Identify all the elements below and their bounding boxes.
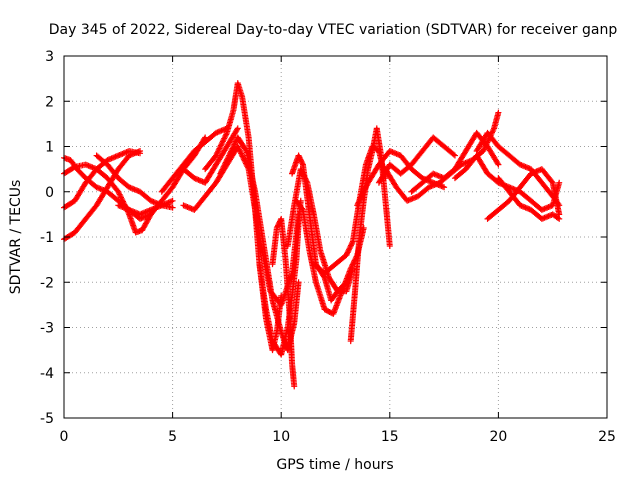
- data-point: [224, 155, 231, 162]
- data-point: [229, 145, 236, 152]
- data-point: [242, 146, 249, 153]
- data-point: [291, 383, 298, 390]
- x-tick-labels: 0 5 10 15 20 25: [60, 429, 616, 445]
- data-point: [299, 160, 306, 167]
- data-point: [451, 152, 458, 159]
- data-point: [217, 170, 224, 177]
- series-track-11: [217, 134, 302, 354]
- data-point: [348, 264, 355, 271]
- y-tick-label: -4: [40, 366, 54, 382]
- data-point: [228, 148, 235, 155]
- y-tick-label: 1: [45, 140, 54, 156]
- data-point: [228, 146, 235, 153]
- y-tick-label: -1: [40, 230, 54, 246]
- data-point: [220, 165, 227, 172]
- data-point: [346, 245, 353, 252]
- data-point: [169, 204, 176, 211]
- data-point: [220, 163, 227, 170]
- data-point: [343, 252, 350, 259]
- data-point: [222, 160, 229, 167]
- x-tick-label: 0: [60, 429, 69, 445]
- data-point: [344, 250, 351, 257]
- y-tick-labels: -5 -4 -3 -2 -1 0 1 2 3: [40, 49, 54, 427]
- data-point: [226, 151, 233, 158]
- data-series: [61, 80, 563, 390]
- data-point: [554, 214, 561, 221]
- series-track-16: [293, 197, 367, 317]
- data-point: [347, 242, 354, 249]
- data-point: [233, 126, 240, 133]
- data-point: [218, 169, 225, 176]
- data-point: [298, 205, 305, 212]
- data-point: [227, 149, 234, 156]
- data-point: [450, 151, 457, 158]
- plot-frame: [63, 55, 608, 419]
- data-point: [348, 241, 355, 248]
- data-point: [345, 248, 352, 255]
- data-point: [386, 243, 393, 250]
- data-point: [222, 159, 229, 166]
- data-point: [548, 178, 555, 185]
- x-axis-label: GPS time / hours: [276, 457, 393, 473]
- data-point: [278, 292, 285, 299]
- data-point: [234, 125, 241, 132]
- data-point: [495, 161, 502, 168]
- data-point: [441, 184, 448, 191]
- chart-title: Day 345 of 2022, Sidereal Day-to-day VTE…: [49, 22, 618, 38]
- series-track-13: [269, 215, 298, 390]
- y-tick-label: -2: [40, 275, 54, 291]
- data-point: [495, 109, 502, 116]
- data-point: [344, 249, 351, 256]
- data-point: [231, 141, 238, 148]
- series-track-25: [484, 166, 563, 222]
- data-point: [349, 262, 356, 269]
- x-tick-label: 25: [598, 429, 616, 445]
- series-track-15: [289, 152, 350, 304]
- data-point: [230, 144, 237, 151]
- data-point: [232, 140, 239, 147]
- y-tick-label: -5: [40, 411, 54, 427]
- y-tick-label: 3: [45, 49, 54, 65]
- axis-ticks: [63, 55, 608, 419]
- data-point: [347, 265, 354, 272]
- series-track-10: [202, 80, 285, 354]
- data-point: [223, 158, 230, 165]
- series-track-26: [495, 175, 563, 222]
- data-point: [169, 197, 176, 204]
- data-point: [347, 243, 354, 250]
- y-tick-label: 0: [45, 185, 54, 201]
- data-point: [349, 239, 356, 246]
- data-point: [556, 215, 563, 222]
- y-tick-label: -3: [40, 321, 54, 337]
- data-point: [221, 162, 228, 169]
- data-point: [226, 152, 233, 159]
- series-track-8: [180, 125, 241, 186]
- data-point: [218, 167, 225, 174]
- x-tick-label: 20: [489, 429, 507, 445]
- data-point: [224, 156, 231, 163]
- x-tick-label: 10: [272, 429, 290, 445]
- data-point: [137, 150, 144, 157]
- x-tick-label: 5: [168, 429, 177, 445]
- data-point: [345, 246, 352, 253]
- y-tick-label: 2: [45, 94, 54, 110]
- data-point: [556, 179, 563, 186]
- series-track-5: [93, 152, 176, 211]
- x-tick-label: 15: [381, 429, 399, 445]
- data-point: [219, 166, 226, 173]
- data-point: [494, 160, 501, 167]
- data-point: [230, 142, 237, 149]
- grid-lines: [64, 56, 607, 418]
- data-point: [225, 153, 232, 160]
- data-point: [70, 164, 77, 171]
- series-track-12: [256, 197, 304, 358]
- y-axis-label: SDTVAR / TECUs: [8, 180, 24, 295]
